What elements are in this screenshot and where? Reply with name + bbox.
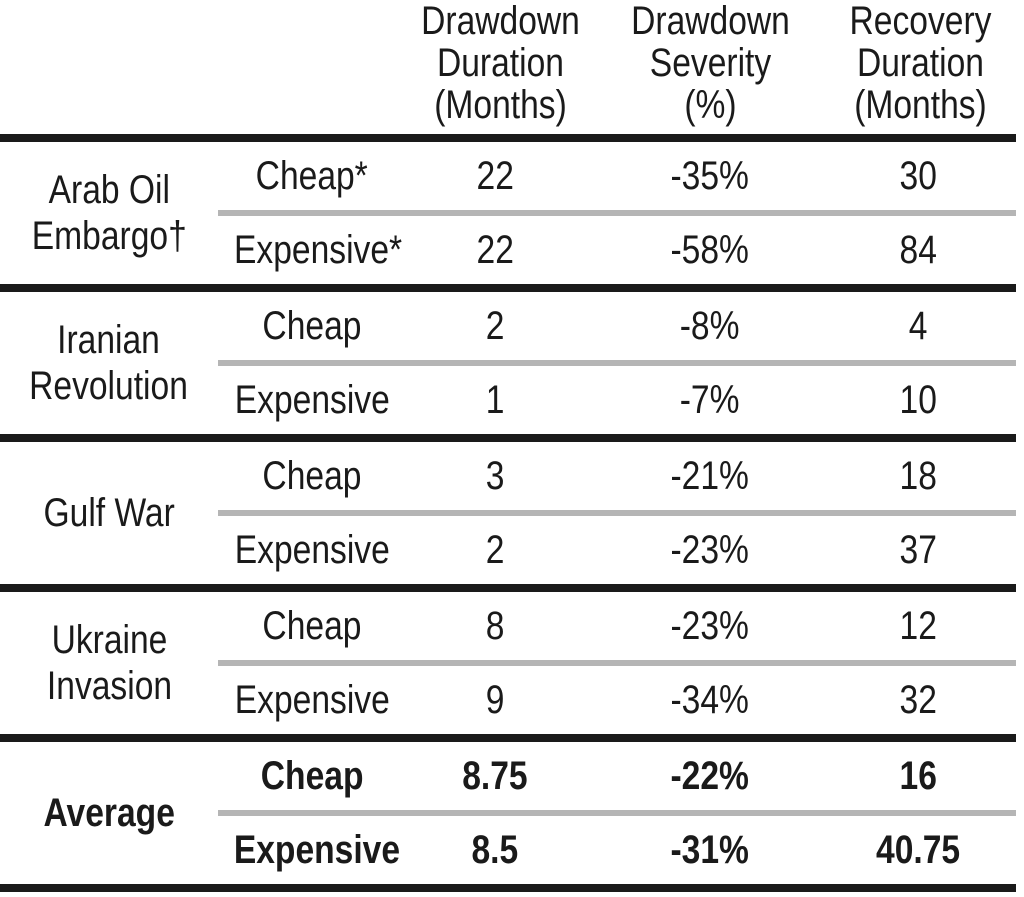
event-name-label: Arab Oil Embargo† <box>31 168 187 258</box>
recovery-duration-value: 30 <box>899 154 937 198</box>
subrow-divider <box>218 510 1016 516</box>
drawdown-duration-value: 8.75 <box>462 754 528 798</box>
section-rows: Cheap 2 -8% 4 Expensive 1 -7% 10 <box>218 292 1016 434</box>
drawdown-severity-value: -23% <box>670 528 750 572</box>
drawdown-duration-value: 2 <box>485 528 505 572</box>
scenario-label: Cheap <box>262 454 362 498</box>
section-rule <box>0 734 1016 742</box>
subrow-divider <box>218 810 1016 816</box>
section-rows: Cheap* 22 -35% 30 Expensive* 22 -58% 84 <box>218 142 1016 284</box>
drawdown-duration-value: 3 <box>485 454 505 498</box>
table-row-expensive: Expensive 9 -34% 32 <box>218 666 1016 734</box>
scenario-label: Cheap* <box>255 154 369 198</box>
table-header-row: Drawdown Duration (Months) Drawdown Seve… <box>0 0 1016 134</box>
recovery-duration-value: 12 <box>899 604 937 648</box>
drawdown-duration-value: 8 <box>485 604 505 648</box>
section-rows: Cheap 8.75 -22% 16 Expensive 8.5 -31% 40… <box>218 742 1016 884</box>
subrow-divider <box>218 210 1016 216</box>
drawdown-duration-value: 2 <box>485 304 505 348</box>
subrow-divider <box>218 660 1016 666</box>
section-gulf-war: Gulf War Cheap 3 -21% 18 Expensive 2 -23… <box>0 442 1016 584</box>
column-header-recovery-duration-label: Recovery Duration (Months) <box>849 0 992 127</box>
table-row-expensive: Expensive 2 -23% 37 <box>218 516 1016 584</box>
recovery-duration-value: 37 <box>899 528 937 572</box>
scenario-label: Cheap <box>262 304 362 348</box>
event-name: Ukraine Invasion <box>0 592 218 734</box>
table-row-cheap: Cheap 8.75 -22% 16 <box>218 742 1016 810</box>
scenario-label: Expensive* <box>234 228 403 272</box>
drawdown-duration-value: 22 <box>476 154 514 198</box>
scenario-label: Expensive <box>233 828 401 872</box>
section-rule <box>0 434 1016 442</box>
column-header-recovery-duration: Recovery Duration (Months) <box>836 0 1000 134</box>
drawdown-severity-value: -22% <box>670 754 750 798</box>
header-event-spacer <box>0 126 218 134</box>
header-right-spacer <box>1000 126 1016 134</box>
table-row-cheap: Cheap 3 -21% 18 <box>218 442 1016 510</box>
event-name: Iranian Revolution <box>0 292 218 434</box>
section-rule <box>0 134 1016 142</box>
recovery-duration-value: 4 <box>908 304 928 348</box>
section-rule <box>0 584 1016 592</box>
column-header-drawdown-severity-label: Drawdown Severity (%) <box>630 0 790 127</box>
drawdown-severity-value: -31% <box>670 828 750 872</box>
scenario-label: Cheap <box>262 604 362 648</box>
column-header-drawdown-severity: Drawdown Severity (%) <box>584 0 836 134</box>
section-ukraine-invasion: Ukraine Invasion Cheap 8 -23% 12 Expensi… <box>0 592 1016 734</box>
drawdown-duration-value: 1 <box>485 378 505 422</box>
recovery-duration-value: 32 <box>899 678 937 722</box>
column-header-drawdown-duration: Drawdown Duration (Months) <box>406 0 584 134</box>
event-name: Arab Oil Embargo† <box>0 142 218 284</box>
recovery-duration-value: 40.75 <box>875 828 961 872</box>
header-scenario-spacer <box>218 126 406 134</box>
drawdown-severity-value: -7% <box>680 378 740 422</box>
scenario-label: Expensive <box>234 528 390 572</box>
event-name-label: Average <box>43 791 175 835</box>
event-name-label: Iranian Revolution <box>29 318 189 408</box>
drawdown-duration-value: 22 <box>476 228 514 272</box>
section-rows: Cheap 8 -23% 12 Expensive 9 -34% 32 <box>218 592 1016 734</box>
drawdown-severity-value: -34% <box>670 678 750 722</box>
event-name-label: Gulf War <box>43 491 175 535</box>
section-rows: Cheap 3 -21% 18 Expensive 2 -23% 37 <box>218 442 1016 584</box>
drawdown-severity-value: -23% <box>670 604 750 648</box>
scenario-label: Cheap <box>260 754 364 798</box>
scenario-label: Expensive <box>234 678 390 722</box>
table-row-expensive: Expensive* 22 -58% 84 <box>218 216 1016 284</box>
drawdown-severity-value: -8% <box>680 304 740 348</box>
section-average: Average Cheap 8.75 -22% 16 Expensive 8.5… <box>0 742 1016 884</box>
section-iranian-revolution: Iranian Revolution Cheap 2 -8% 4 Expensi… <box>0 292 1016 434</box>
table-row-expensive: Expensive 1 -7% 10 <box>218 366 1016 434</box>
table-row-expensive: Expensive 8.5 -31% 40.75 <box>218 816 1016 884</box>
recovery-duration-value: 18 <box>899 454 937 498</box>
recovery-duration-value: 16 <box>899 754 937 798</box>
recovery-duration-value: 84 <box>899 228 937 272</box>
column-header-drawdown-duration-label: Drawdown Duration (Months) <box>421 0 580 127</box>
table-row-cheap: Cheap 8 -23% 12 <box>218 592 1016 660</box>
table-row-cheap: Cheap 2 -8% 4 <box>218 292 1016 360</box>
subrow-divider <box>218 360 1016 366</box>
section-rule <box>0 284 1016 292</box>
event-name-label: Ukraine Invasion <box>46 618 172 708</box>
drawdown-severity-value: -35% <box>670 154 750 198</box>
event-name: Gulf War <box>0 442 218 584</box>
event-name: Average <box>0 742 218 884</box>
drawdown-severity-value: -21% <box>670 454 750 498</box>
drawdown-severity-value: -58% <box>670 228 750 272</box>
drawdown-duration-value: 8.5 <box>471 828 519 872</box>
drawdown-duration-value: 9 <box>485 678 505 722</box>
scenario-label: Expensive <box>234 378 390 422</box>
section-arab-oil-embargo: Arab Oil Embargo† Cheap* 22 -35% 30 Expe… <box>0 142 1016 284</box>
table-row-cheap: Cheap* 22 -35% 30 <box>218 142 1016 210</box>
recovery-duration-value: 10 <box>899 378 937 422</box>
section-rule <box>0 884 1016 892</box>
